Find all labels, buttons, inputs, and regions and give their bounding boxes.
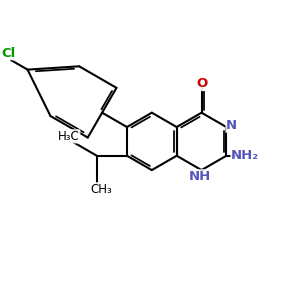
Text: NH: NH (189, 170, 211, 183)
Text: N: N (226, 119, 237, 132)
Text: Cl: Cl (2, 46, 16, 60)
Text: O: O (196, 77, 207, 91)
Text: CH₃: CH₃ (90, 183, 112, 196)
Text: NH₂: NH₂ (231, 149, 259, 162)
Text: H₃C: H₃C (58, 130, 80, 143)
